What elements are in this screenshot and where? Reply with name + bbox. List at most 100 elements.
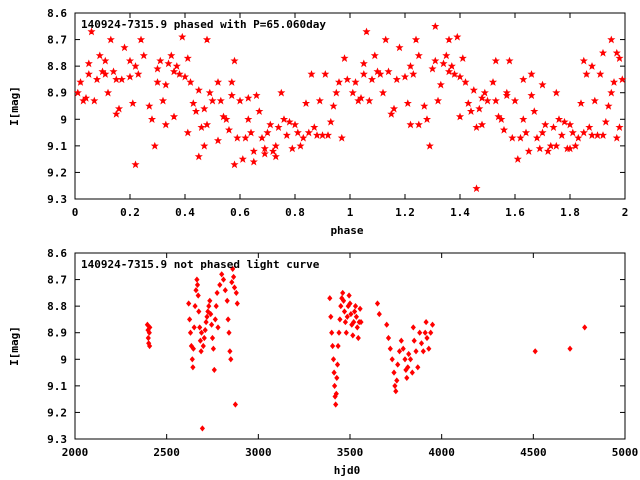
data-point: [250, 147, 258, 155]
data-point: [489, 78, 497, 86]
data-point: [209, 334, 216, 342]
data-point: [585, 123, 593, 131]
data-point: [593, 131, 602, 139]
data-point: [305, 128, 313, 137]
data-point: [404, 374, 410, 381]
data-point: [439, 59, 448, 67]
data-point: [210, 345, 217, 352]
x-tick-label: 2: [622, 206, 629, 219]
data-point: [164, 59, 173, 67]
data-point: [544, 147, 552, 155]
data-point: [437, 81, 445, 89]
data-point: [478, 120, 486, 129]
data-point: [527, 70, 536, 78]
data-point: [426, 142, 434, 150]
data-point: [280, 115, 288, 123]
y-tick-label: 8.9: [47, 87, 67, 100]
y-tick-label: 8.9: [47, 327, 67, 340]
data-point: [170, 67, 178, 75]
data-point: [296, 142, 305, 150]
data-point: [607, 89, 615, 97]
data-point: [283, 131, 291, 139]
x-tick-label: 3500: [337, 446, 364, 459]
data-point: [203, 319, 209, 326]
data-point: [431, 22, 439, 30]
data-point: [120, 43, 129, 51]
x-tick-label: 0.2: [120, 206, 140, 219]
data-point: [406, 62, 415, 70]
data-point: [478, 94, 486, 102]
data-point: [104, 89, 112, 97]
data-point: [514, 155, 522, 163]
y-tick-label: 8.7: [47, 34, 67, 47]
unphased-chart-title: 140924-7315.9 not phased light curve: [81, 258, 320, 271]
data-point: [217, 281, 223, 288]
y-tick-label: 8.6: [47, 247, 67, 260]
x-tick-label: 1.4: [450, 206, 470, 219]
data-point: [555, 115, 563, 123]
data-point: [148, 115, 156, 123]
data-point: [411, 337, 417, 344]
data-point: [93, 75, 101, 83]
x-tick-label: 4500: [520, 446, 547, 459]
data-point: [428, 65, 437, 73]
data-point: [569, 128, 577, 137]
x-tick-label: 2000: [62, 446, 89, 459]
data-point: [195, 292, 201, 299]
data-point: [288, 144, 296, 152]
data-point: [456, 112, 464, 121]
x-tick-label: 1.6: [505, 206, 525, 219]
data-point: [409, 369, 415, 376]
data-point: [492, 57, 500, 65]
data-point: [591, 97, 599, 105]
data-point: [580, 128, 588, 137]
data-point: [602, 118, 610, 126]
data-point: [332, 89, 340, 97]
data-point: [156, 57, 164, 65]
data-point: [252, 91, 261, 99]
data-point: [76, 78, 85, 86]
data-point: [85, 59, 93, 67]
data-point: [85, 70, 93, 78]
data-point: [577, 99, 585, 107]
unphased-axes: 2000 2500 3000 3500 4000 4500 5000 8.6 8.7 8.8 8.9…: [47, 247, 638, 459]
data-point: [566, 120, 574, 129]
data-point: [137, 35, 145, 44]
data-point: [334, 361, 341, 368]
data-point: [360, 59, 368, 67]
unphased-plot-frame: [74, 252, 626, 440]
data-point: [574, 134, 582, 142]
data-point: [112, 110, 120, 118]
data-point: [208, 97, 217, 105]
data-point: [170, 112, 178, 121]
data-point: [599, 49, 607, 57]
data-point: [615, 54, 624, 62]
data-point: [134, 70, 142, 78]
data-point: [558, 131, 566, 139]
data-point: [186, 78, 195, 86]
data-point: [331, 369, 337, 376]
data-point: [392, 382, 398, 389]
data-point: [516, 134, 525, 142]
data-point: [213, 303, 219, 310]
data-point: [413, 348, 419, 355]
data-point: [410, 324, 416, 331]
data-point: [244, 94, 252, 102]
unphased-points: [144, 265, 588, 432]
data-point: [334, 374, 340, 381]
data-point: [409, 70, 417, 78]
data-point: [538, 81, 547, 89]
data-point: [492, 97, 500, 105]
data-point: [429, 321, 436, 328]
data-point: [395, 43, 404, 51]
data-point: [228, 91, 236, 99]
data-point: [258, 134, 266, 142]
data-point: [511, 97, 519, 105]
x-tick-label: 0.8: [285, 206, 305, 219]
data-point: [374, 300, 381, 307]
data-point: [396, 348, 403, 355]
data-point: [541, 120, 549, 129]
data-point: [362, 27, 371, 36]
data-point: [338, 134, 346, 142]
data-point: [126, 57, 134, 65]
